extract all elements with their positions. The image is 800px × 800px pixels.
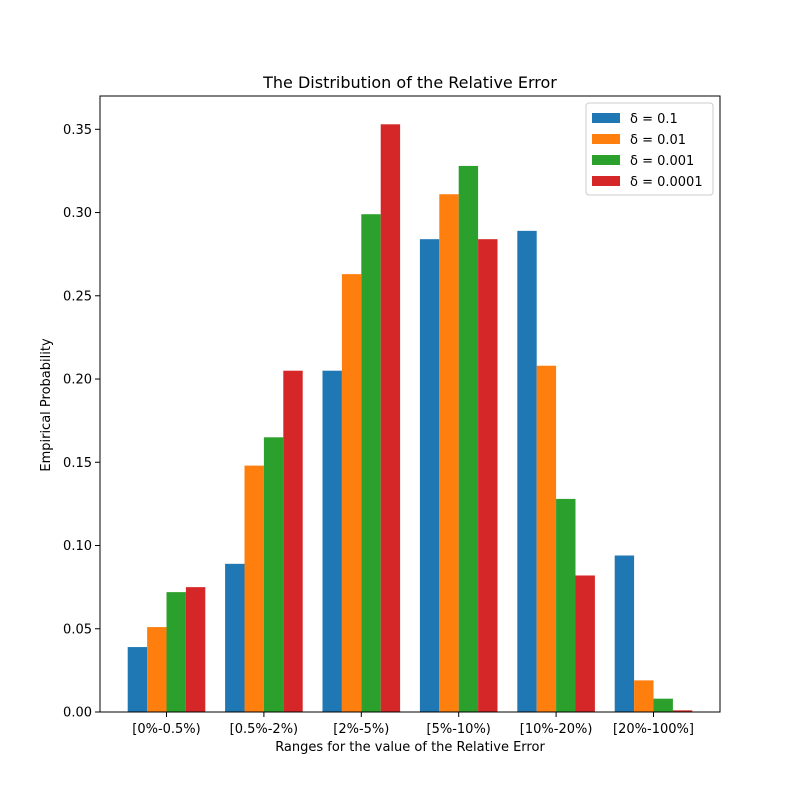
bar-series1-cat3 [322,370,342,712]
x-axis-label: Ranges for the value of the Relative Err… [275,740,545,755]
bar-series2-cat3 [341,274,362,712]
bar-series2-cat2 [244,465,264,712]
bar-series2-cat1 [147,627,167,712]
x-tick-label: [10%-20%) [520,722,593,737]
bar-series3-cat6 [653,698,673,712]
y-tick-label: 0.25 [63,289,92,304]
y-tick-label: 0.10 [63,539,92,554]
bar-series4-cat1 [185,587,206,712]
chart-title: The Distribution of the Relative Error [262,73,557,92]
y-tick-label: 0.30 [63,206,92,221]
y-tick-label: 0.05 [63,622,92,637]
x-tick-label: [2%-5%) [333,722,389,737]
bar-series1-cat2 [225,563,245,712]
y-tick-label: 0.35 [63,123,92,138]
legend-box [585,102,714,196]
legend-swatch [592,113,620,123]
bar-series4-cat5 [575,575,595,712]
bar-series1-cat4 [419,239,440,712]
x-tick-label: [0.5%-2%) [230,722,299,737]
bar-series3-cat5 [556,498,576,712]
y-axis-label: Empirical Probability [39,338,54,472]
legend-swatch [592,134,620,144]
axes-group: 0.00 0.05 0.10 0.15 0.20 0.25 0.30 0.35 [0%-0.5%… [63,95,721,737]
bar-series4-cat2 [283,370,303,712]
bar-series3-cat4 [458,165,479,713]
legend-label: δ = 0.01 [630,133,686,148]
legend-swatch [592,176,620,186]
legend: δ = 0.1 δ = 0.01 δ = 0.001 δ = 0.0001 [585,102,714,196]
x-tick-label: [0%-0.5%) [132,722,201,737]
legend-label: δ = 0.1 [630,112,678,127]
bar-series1-cat1 [127,647,148,712]
bar-series3-cat3 [361,214,381,712]
x-tick-label: [5%-10%) [427,722,491,737]
bar-series2-cat6 [634,680,654,712]
bar-series3-cat1 [166,592,186,712]
bar-series2-cat4 [439,194,459,713]
bar-series4-cat3 [380,124,401,713]
bar-series1-cat5 [517,230,537,712]
bar-series3-cat2 [263,437,284,712]
bar-series4-cat6 [672,710,693,712]
y-tick-label: 0.00 [63,706,92,721]
bars-group [127,124,693,713]
y-tick-label: 0.15 [63,456,92,471]
legend-label: δ = 0.0001 [630,175,703,190]
legend-swatch [592,155,620,165]
bar-series2-cat5 [536,365,557,712]
bar-series1-cat6 [614,555,635,712]
x-tick-label: [20%-100%] [613,722,694,737]
y-tick-label: 0.20 [63,373,92,388]
legend-label: δ = 0.001 [630,154,694,169]
bar-series4-cat4 [478,239,498,712]
plot-frame [99,95,721,713]
